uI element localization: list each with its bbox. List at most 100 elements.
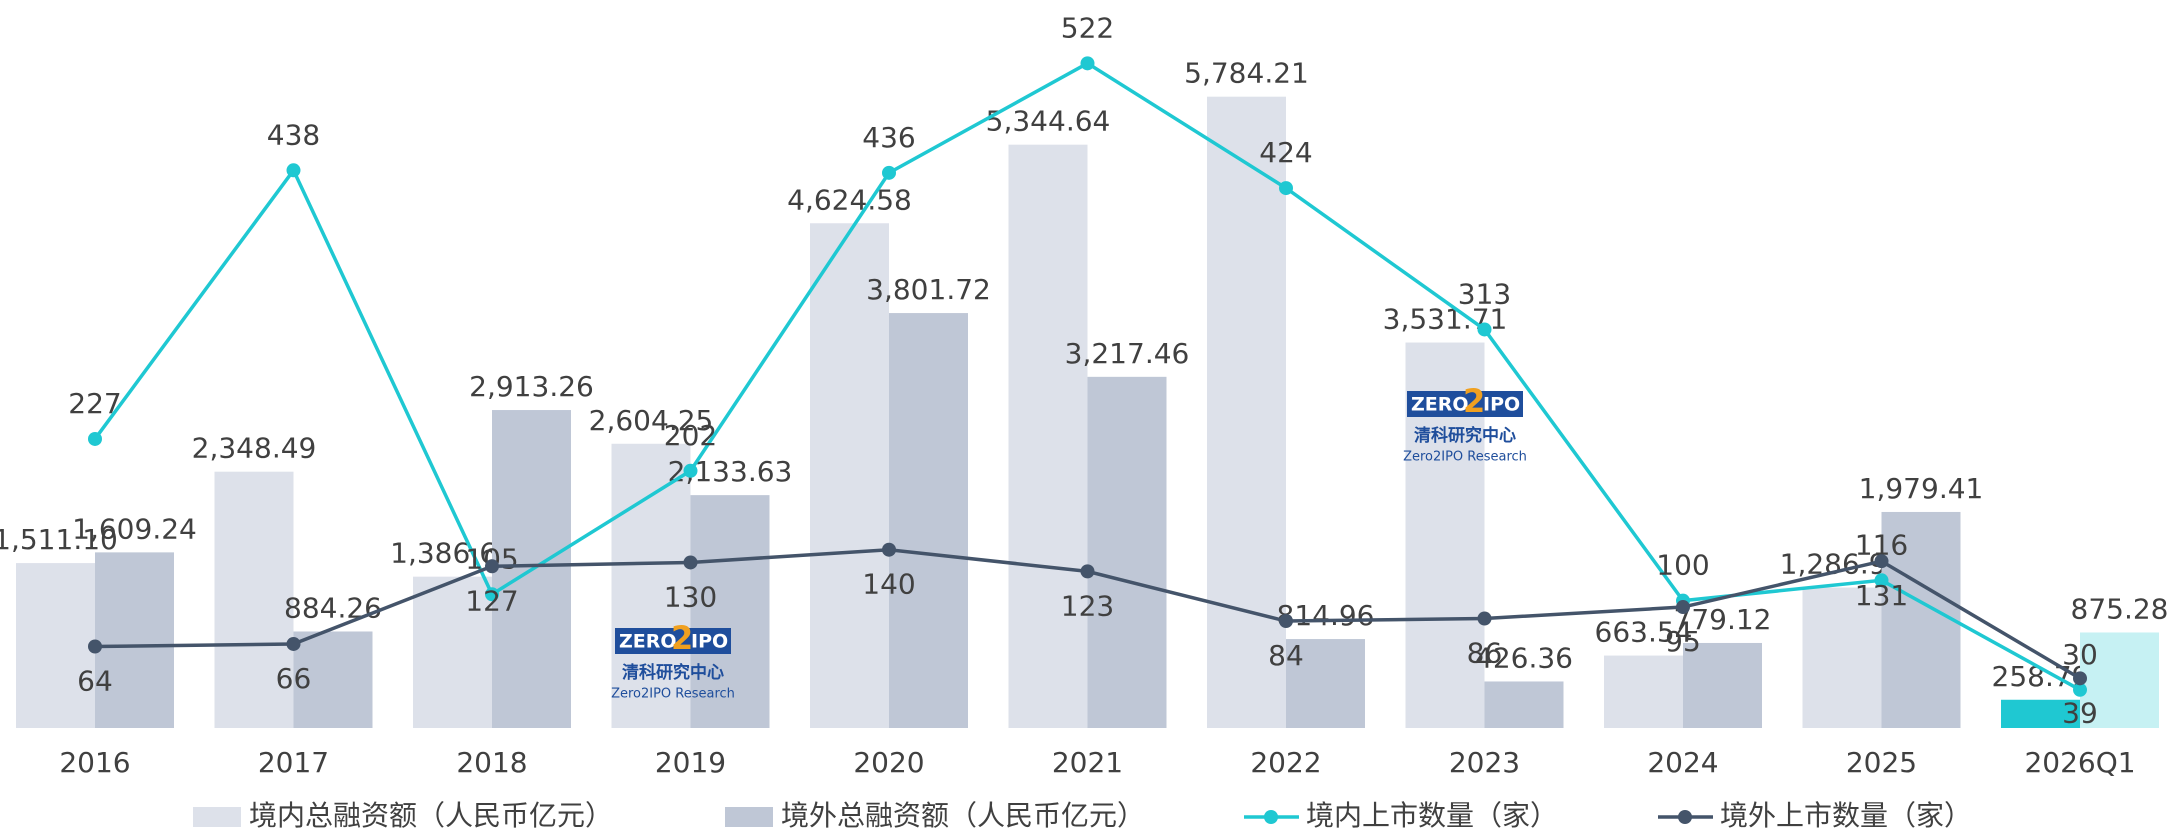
x-tick-label: 2020 <box>853 746 924 779</box>
bar <box>2001 699 2080 728</box>
line-point <box>286 163 301 178</box>
legend-swatch <box>193 807 241 827</box>
x-tick-label: 2026Q1 <box>2024 746 2135 779</box>
x-tick-label: 2021 <box>1052 746 1123 779</box>
legend-label: 境外上市数量（家） <box>1720 799 1972 831</box>
bar <box>1087 376 1167 728</box>
legend-label: 境外总融资额（人民币亿元） <box>781 799 1145 831</box>
bar <box>810 223 889 728</box>
legend-label: 境内上市数量（家） <box>1306 799 1558 831</box>
bar-value-label: 4,624.58 <box>787 183 912 216</box>
line-point <box>1279 181 1293 196</box>
x-tick-label: 2022 <box>1250 746 1321 779</box>
line-value-label: 95 <box>1665 625 1701 658</box>
line-point <box>1080 56 1095 71</box>
bar-value-label: 884.26 <box>284 591 382 624</box>
line-point <box>1477 322 1492 337</box>
bar-value-label: 1,609.24 <box>72 512 197 545</box>
x-tick-label: 2019 <box>655 746 726 779</box>
bar-value-label: 2,604.25 <box>589 404 714 437</box>
line-point <box>1676 600 1690 615</box>
legend-swatch <box>725 807 773 827</box>
logo-text: IPO <box>691 631 728 653</box>
bar <box>1286 639 1365 728</box>
bar-value-label: 663.54 <box>1595 616 1693 649</box>
bar-value-label: 5,344.64 <box>986 105 1111 138</box>
legend-label: 境内总融资额（人民币亿元） <box>249 799 613 831</box>
line-value-label: 100 <box>1656 549 1709 582</box>
bar <box>611 443 691 728</box>
line-point <box>485 587 499 602</box>
line-value-label: 313 <box>1458 277 1511 310</box>
line-point <box>1080 564 1095 579</box>
bar-value-label: 5,784.21 <box>1184 57 1309 90</box>
line-point <box>882 165 896 180</box>
bar-value-label: 3,801.72 <box>866 273 991 306</box>
bar <box>2080 632 2159 728</box>
logo-name: 清科研究中心 <box>1414 425 1516 446</box>
line-point <box>1874 573 1889 588</box>
line-value-label: 436 <box>862 121 915 154</box>
logo-text: IPO <box>1483 394 1520 416</box>
bar <box>214 471 294 728</box>
bar <box>1881 511 1961 728</box>
logo-name-en: Zero2IPO Research <box>611 687 735 702</box>
bar-value-label: 875.28 <box>2071 592 2167 625</box>
logo-text: 2 <box>671 619 693 657</box>
bar <box>16 563 95 728</box>
line-value-label: 202 <box>664 419 717 452</box>
line-point <box>882 542 896 557</box>
bar <box>889 313 968 728</box>
line-value-label: 130 <box>664 580 717 613</box>
line-value-label: 84 <box>1268 639 1304 672</box>
bar-value-label: 1,511.10 <box>0 523 118 556</box>
logo-name: 清科研究中心 <box>622 662 724 683</box>
logo-box <box>615 628 731 654</box>
bar <box>293 631 373 728</box>
line-value-label: 66 <box>276 662 312 695</box>
bar <box>1207 96 1286 728</box>
legend-swatch <box>1678 810 1692 824</box>
x-tick-label: 2017 <box>258 746 329 779</box>
bar <box>690 495 770 728</box>
logo-text: 2 <box>1463 382 1485 420</box>
x-tick-label: 2023 <box>1449 746 1520 779</box>
bar <box>1008 144 1088 728</box>
x-tick-label: 2025 <box>1846 746 1917 779</box>
line-value-label: 438 <box>267 118 320 151</box>
bar-value-label: 2,348.49 <box>192 432 317 465</box>
line-point <box>1874 554 1889 569</box>
line-value-label: 86 <box>1467 636 1503 669</box>
line-point <box>286 636 301 651</box>
line-point <box>88 639 102 654</box>
bar <box>1604 655 1683 728</box>
line-value-label: 30 <box>2062 638 2098 671</box>
logo-name-en: Zero2IPO Research <box>1403 450 1527 465</box>
line-value-label: 39 <box>2062 696 2098 729</box>
line-value-label: 127 <box>465 584 518 617</box>
bar <box>413 576 492 728</box>
x-tick-label: 2024 <box>1647 746 1718 779</box>
legend-swatch <box>1264 810 1278 824</box>
bar-value-label: 1,979.41 <box>1859 472 1984 505</box>
x-tick-label: 2018 <box>456 746 527 779</box>
line-value-label: 424 <box>1259 136 1312 169</box>
line-point <box>683 463 698 478</box>
bar-value-label: 3,217.46 <box>1065 337 1190 370</box>
logo-box <box>1407 391 1523 417</box>
bar <box>1484 681 1564 728</box>
bar-value-label: 2,913.26 <box>469 370 594 403</box>
x-tick-label: 2016 <box>59 746 130 779</box>
line-point <box>485 559 499 574</box>
line-value-label: 522 <box>1061 11 1114 44</box>
line-point <box>2073 682 2087 697</box>
line-value-label: 64 <box>77 665 113 698</box>
bar <box>95 552 174 728</box>
line-value-label: 131 <box>1855 579 1908 612</box>
line-point <box>683 555 698 570</box>
line-value-label: 227 <box>68 387 121 420</box>
logo-text: ZERO <box>619 631 677 653</box>
bar <box>1683 642 1762 728</box>
line-point <box>88 431 102 446</box>
